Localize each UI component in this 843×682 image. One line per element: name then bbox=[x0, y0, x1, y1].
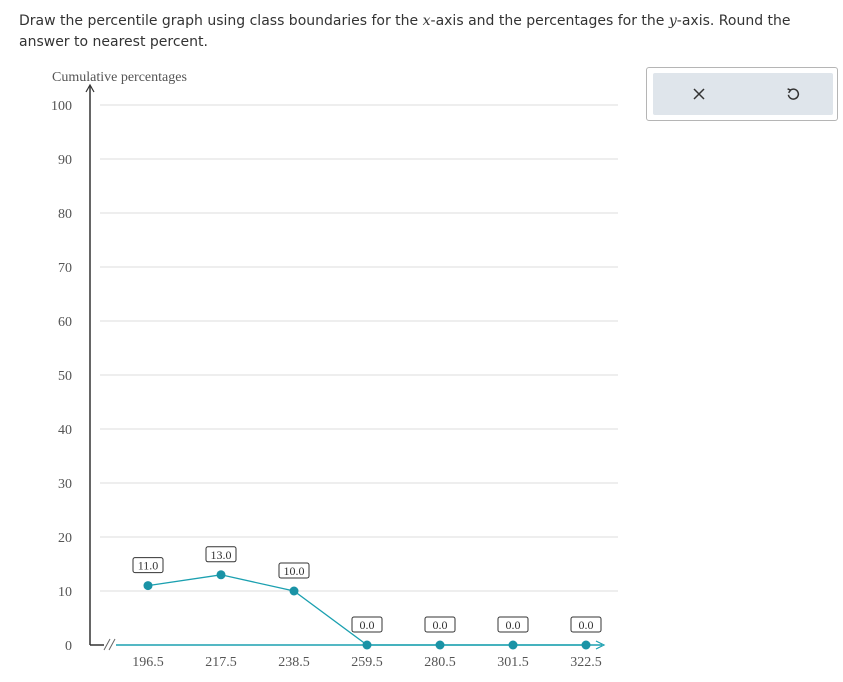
x-tick-label: 217.5 bbox=[205, 655, 237, 670]
data-label-box bbox=[278, 562, 310, 579]
x-tick-label: 301.5 bbox=[497, 655, 529, 670]
x-variable: x bbox=[422, 13, 431, 29]
data-label: 0.0 bbox=[360, 618, 375, 632]
y-tick-label: 40 bbox=[58, 423, 72, 438]
data-point[interactable] bbox=[143, 581, 153, 591]
x-tick-label: 280.5 bbox=[424, 655, 456, 670]
data-point[interactable] bbox=[289, 586, 299, 596]
data-label: 13.0 bbox=[211, 548, 232, 562]
data-label: 0.0 bbox=[433, 618, 448, 632]
x-axis-arrow bbox=[595, 640, 606, 650]
data-point[interactable] bbox=[362, 640, 372, 650]
clear-button[interactable] bbox=[669, 73, 729, 115]
y-tick-label: 20 bbox=[58, 531, 72, 546]
x-tick-label: 196.5 bbox=[132, 655, 164, 670]
y-variable: y bbox=[668, 13, 677, 29]
graph-toolbar bbox=[646, 67, 838, 121]
data-label: 0.0 bbox=[579, 618, 594, 632]
axis-break-mark bbox=[103, 638, 116, 651]
data-label: 11.0 bbox=[138, 559, 159, 573]
close-icon bbox=[693, 88, 705, 100]
data-label-box bbox=[205, 546, 237, 563]
y-tick-label: 70 bbox=[58, 261, 72, 276]
instructions-part1: Draw the percentile graph using class bo… bbox=[19, 13, 423, 29]
undo-icon bbox=[787, 88, 800, 100]
y-axis-label: Cumulative percentages bbox=[52, 70, 187, 85]
data-point[interactable] bbox=[508, 640, 518, 650]
data-label-box bbox=[570, 616, 602, 633]
percentile-graph[interactable]: Cumulative percentages 0 10 20 30 40 50 60 70 80… bbox=[0, 0, 640, 682]
data-label-box bbox=[497, 616, 529, 633]
y-tick-label: 80 bbox=[58, 207, 72, 222]
x-tick-label: 259.5 bbox=[351, 655, 383, 670]
data-label: 10.0 bbox=[284, 564, 305, 578]
instructions-part3: -axis. Round the answer to nearest perce… bbox=[19, 13, 791, 50]
data-label-box bbox=[132, 557, 164, 574]
y-tick-label: 50 bbox=[58, 369, 72, 384]
y-tick-label: 10 bbox=[58, 585, 72, 600]
undo-button[interactable] bbox=[763, 73, 823, 115]
series-line bbox=[147, 574, 586, 646]
data-point[interactable] bbox=[216, 570, 226, 580]
y-tick-label: 90 bbox=[58, 153, 72, 168]
y-tick-label: 100 bbox=[51, 99, 72, 114]
data-label-box bbox=[351, 616, 383, 633]
x-tick-label: 238.5 bbox=[278, 655, 310, 670]
y-tick-label: 0 bbox=[65, 639, 72, 654]
x-tick-label: 322.5 bbox=[570, 655, 602, 670]
instructions: Draw the percentile graph using class bo… bbox=[19, 11, 819, 53]
data-label-box bbox=[424, 616, 456, 633]
data-point[interactable] bbox=[581, 640, 591, 650]
y-axis-arrow bbox=[85, 83, 95, 93]
y-tick-label: 30 bbox=[58, 477, 72, 492]
data-point[interactable] bbox=[435, 640, 445, 650]
data-label: 0.0 bbox=[506, 618, 521, 632]
toolbar-panel bbox=[653, 73, 833, 115]
y-tick-label: 60 bbox=[58, 315, 72, 330]
instructions-part2: -axis and the percentages for the bbox=[430, 13, 669, 29]
